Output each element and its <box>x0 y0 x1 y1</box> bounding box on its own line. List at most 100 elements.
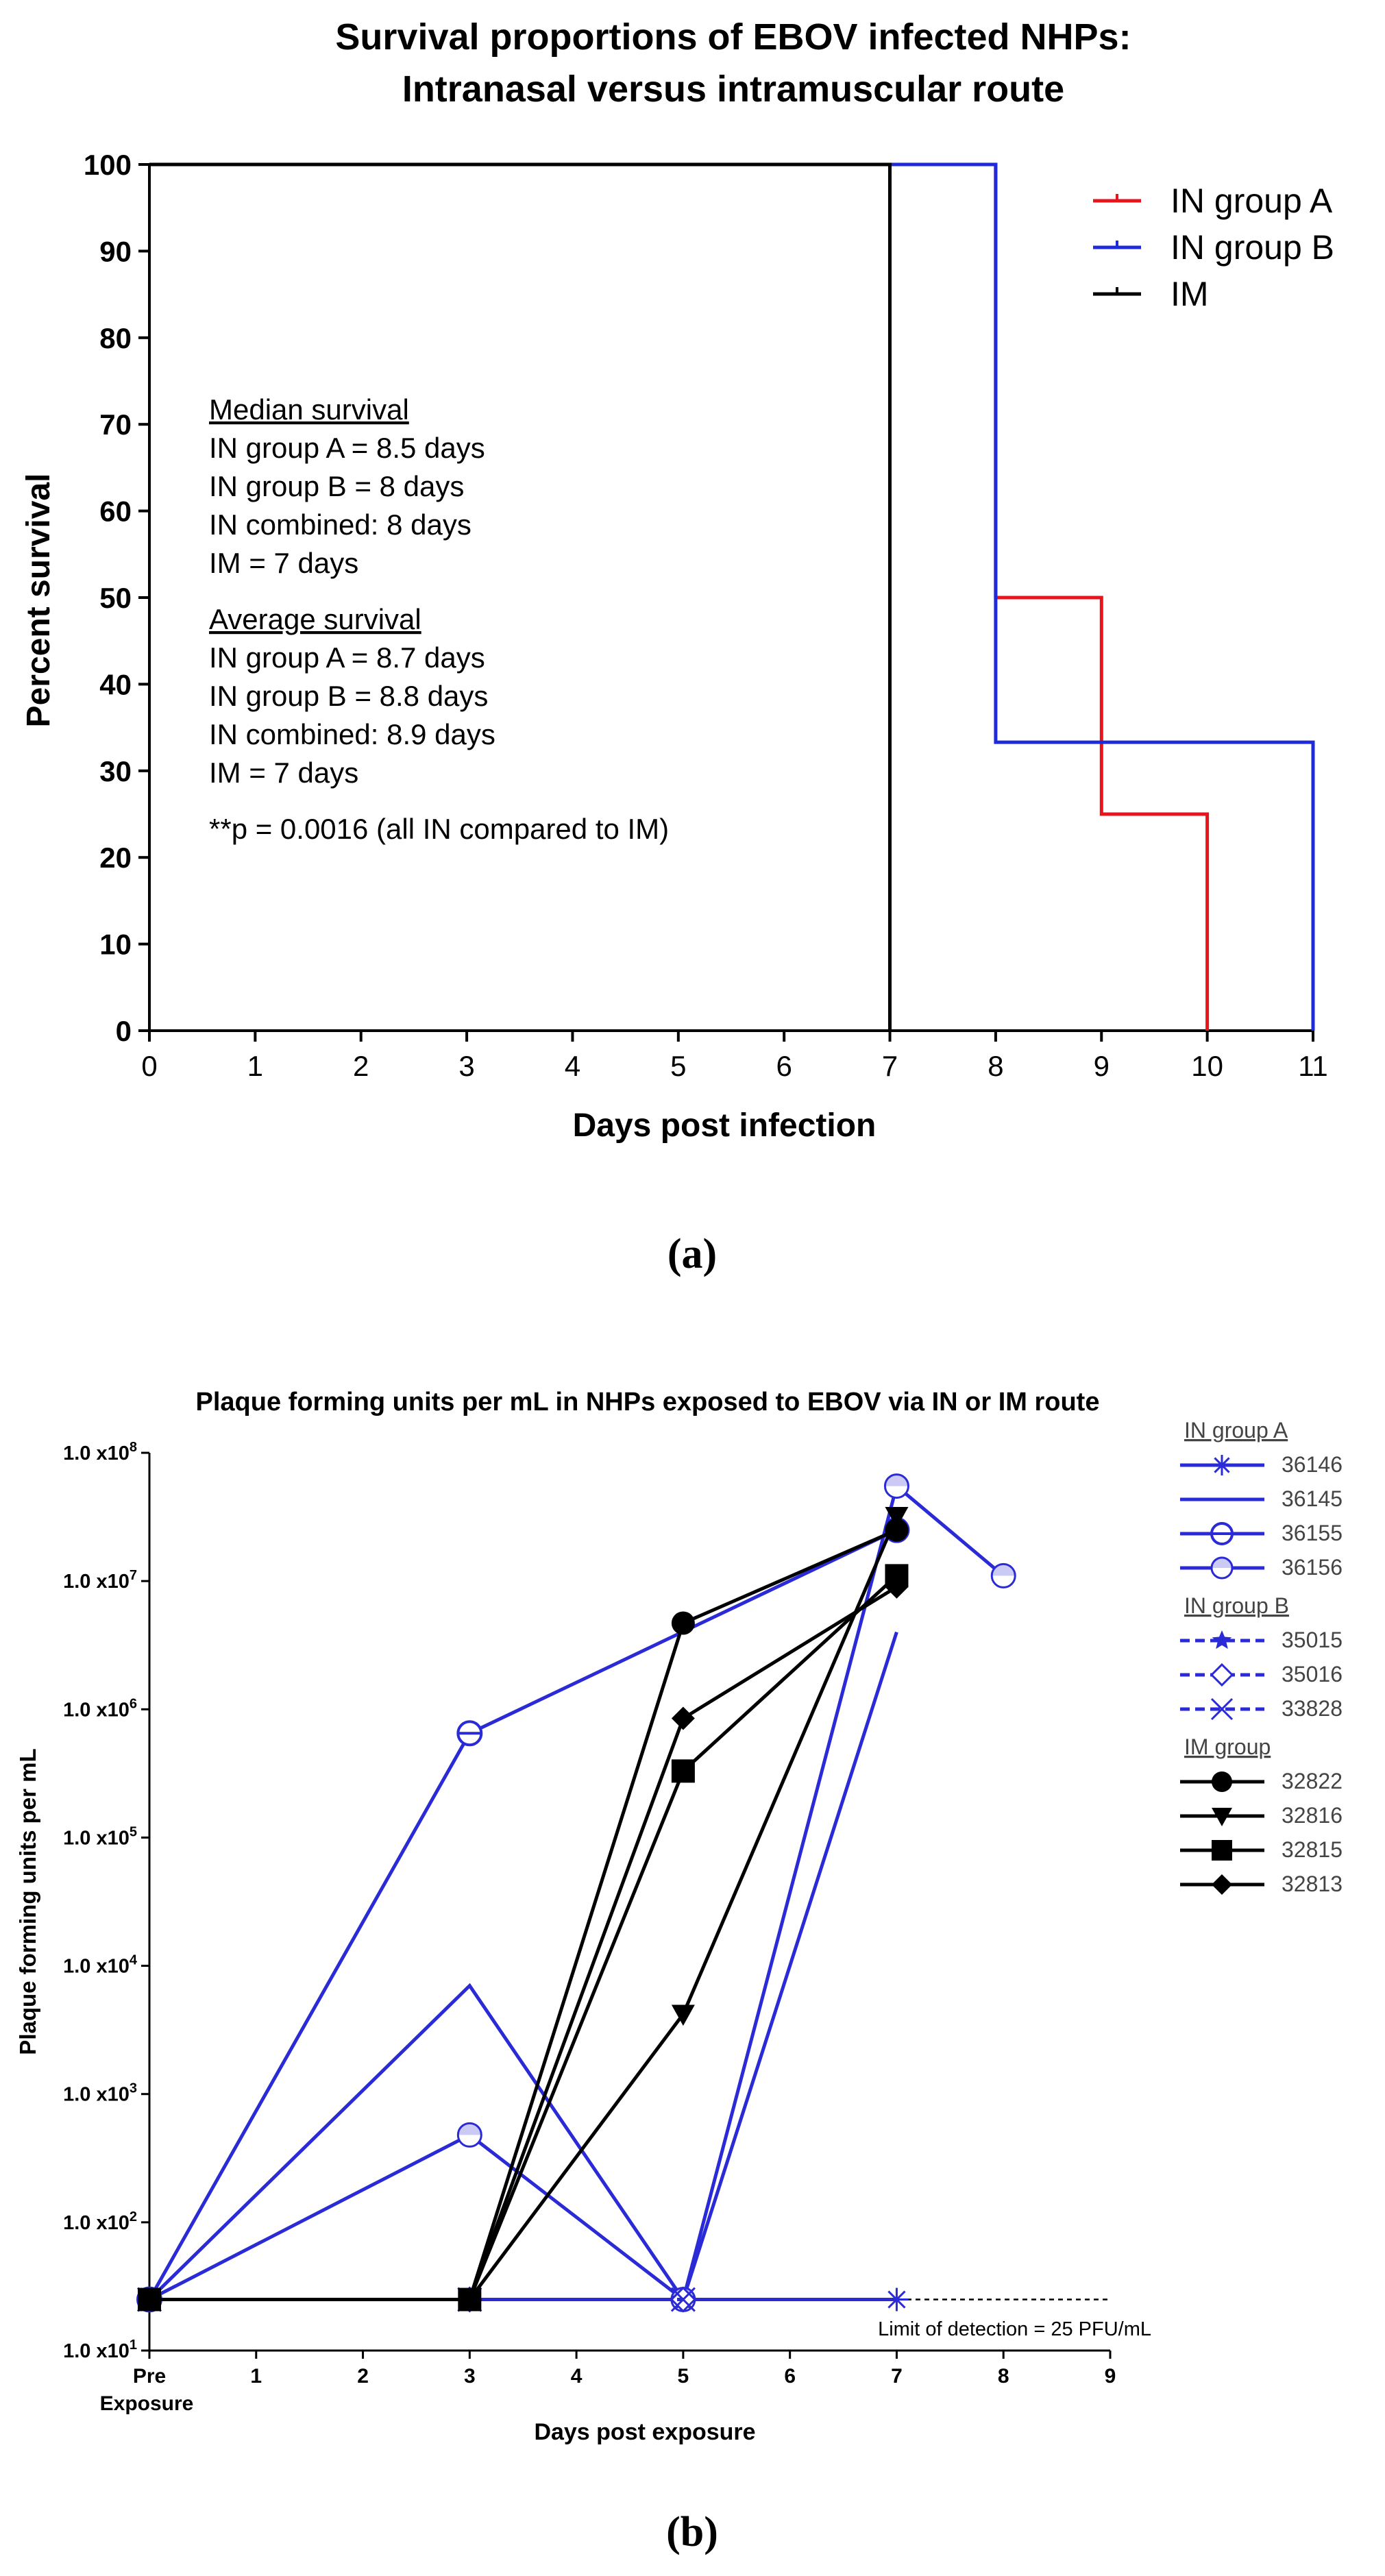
legend-label: IN group B <box>1170 228 1334 267</box>
legend-label: IM <box>1170 275 1209 313</box>
chart-a-y-tick-label: 50 <box>99 582 132 614</box>
chart-a-x-tick-label: 1 <box>247 1050 263 1082</box>
chart-a-xlabel: Days post infection <box>573 1107 877 1144</box>
series-32816 <box>138 1507 909 2311</box>
series-line-36156 <box>148 1483 1005 2303</box>
chart-b-y-tick-label: 1.0 x107 <box>63 1568 137 1593</box>
chart-b-x-tick-label: 7 <box>891 2365 903 2388</box>
chart-a-x-tick-label: 0 <box>141 1050 157 1082</box>
chart-a-title-line2: Intranasal versus intramuscular route <box>402 69 1064 110</box>
chart-a-y-tick-label: 20 <box>99 842 132 874</box>
chart-b-x-tick-label: 5 <box>678 2365 689 2388</box>
chart-a-y-tick-label: 100 <box>84 149 132 181</box>
legend-label-32816: 32816 <box>1282 1803 1343 1828</box>
chart-a-ylabel: Percent survival <box>21 474 57 728</box>
legend-label-33828: 33828 <box>1282 1696 1343 1721</box>
survival-annotation: IN combined: 8.9 days <box>209 718 495 750</box>
series-36145 <box>148 1631 898 2304</box>
legend-label-36146: 36146 <box>1282 1452 1343 1477</box>
survival-annotation: Median survival <box>209 393 409 426</box>
chart-b-x-tick-label: 3 <box>464 2365 476 2388</box>
chart-b-x-tick-label: 8 <box>998 2365 1009 2388</box>
survival-annotation: IN group B = 8 days <box>209 470 464 502</box>
chart-a-x-tick-label: 9 <box>1094 1050 1110 1082</box>
chart-a-y-tick-label: 0 <box>116 1015 132 1047</box>
legend-group-title: IN group B <box>1184 1593 1289 1618</box>
legend-group-title: IM group <box>1184 1734 1271 1759</box>
survival-line-in-group-a <box>149 162 1210 1031</box>
survival-annotation: IN group A = 8.7 days <box>209 641 485 674</box>
legend-label-32822: 32822 <box>1282 1769 1343 1793</box>
chart-b-y-tick-label: 1.0 x102 <box>63 2209 137 2234</box>
chart-a-series <box>149 162 1315 1031</box>
chart-b-xlabel: Days post exposure <box>534 2419 755 2445</box>
chart-a-title-line1: Survival proportions of EBOV infected NH… <box>335 16 1131 58</box>
legend-marker-32816 <box>1212 1808 1232 1826</box>
chart-a-axes: 0 10 20 30 40 50 60 70 80 90 100 0 1 2 3 4 5 6 7 8 9 10 11 <box>84 149 1328 1082</box>
chart-b-y-tick-label: 1.0 x108 <box>63 1440 137 1464</box>
legend-label-36156: 36156 <box>1282 1555 1343 1580</box>
legend-label: IN group A <box>1170 182 1333 220</box>
legend-label-32813: 32813 <box>1282 1872 1343 1896</box>
data-point-36156 <box>456 2122 482 2148</box>
chart-b-y-tick-label: 1.0 x103 <box>63 2081 137 2106</box>
survival-annotation: IN group B = 8.8 days <box>209 680 488 712</box>
chart-b-axes: 1.0 x101 1.0 x102 1.0 x103 1.0 x104 1.0 x105… <box>63 1440 1151 2415</box>
chart-a-y-tick-label: 80 <box>99 322 132 354</box>
data-point-36156 <box>883 1473 909 1499</box>
chart-a-x-tick-label: 8 <box>988 1050 1003 1082</box>
data-point-32813 <box>885 1575 909 1599</box>
data-point-36146 <box>887 2290 906 2309</box>
chart-b-y-tick-label: 1.0 x104 <box>63 1953 138 1978</box>
chart-a-x-tick-label: 10 <box>1191 1050 1223 1082</box>
series-36155 <box>136 1517 910 2313</box>
data-point-32822 <box>885 1518 909 1542</box>
survival-annotation: IM = 7 days <box>209 547 358 579</box>
legend-marker-33828 <box>1210 1697 1234 1721</box>
legend-marker-36146 <box>1214 1457 1230 1473</box>
survival-line-im <box>149 162 892 1031</box>
data-point-36156 <box>990 1562 1016 1588</box>
series-32822 <box>138 1518 909 2311</box>
chart-b-x-tick-label: 1 <box>250 2365 262 2388</box>
chart-a-x-tick-label: 11 <box>1298 1050 1328 1082</box>
legend-label-36155: 36155 <box>1282 1521 1343 1545</box>
chart-a-x-tick-label: 2 <box>353 1050 369 1082</box>
chart-a-x-tick-label: 4 <box>565 1050 580 1082</box>
panel-b-label: (b) <box>666 2509 718 2555</box>
chart-b-title: Plaque forming units per mL in NHPs expo… <box>196 1388 1100 1416</box>
survival-annotation: IM = 7 days <box>209 757 358 789</box>
legend-marker-35015 <box>1212 1630 1232 1649</box>
legend-marker-36156 <box>1212 1558 1232 1568</box>
data-point-36156 <box>458 2123 482 2135</box>
chart-a-y-tick-label: 90 <box>99 235 132 267</box>
chart-b-x-tick-label: Exposure <box>100 2392 194 2415</box>
data-point-32813 <box>671 1706 695 1730</box>
legend-label-36145: 36145 <box>1282 1486 1343 1511</box>
legend-marker-35016 <box>1210 1663 1234 1687</box>
series-32813 <box>138 1575 909 2311</box>
series-line-36145 <box>148 1631 898 2304</box>
chart-b-x-tick-label: Pre <box>133 2365 166 2388</box>
survival-annotation: **p = 0.0016 (all IN compared to IM) <box>209 813 669 845</box>
legend-marker-32815 <box>1212 1840 1232 1861</box>
limit-of-detection-label: Limit of detection = 25 PFU/mL <box>878 2318 1151 2340</box>
chart-a-annotations: Median survival IN group A = 8.5 days IN g… <box>209 393 669 845</box>
survival-chart: Survival proportions of EBOV infected NH… <box>21 16 1334 1144</box>
chart-a-x-tick-label: 6 <box>776 1050 792 1082</box>
data-point-32816 <box>885 1507 909 1528</box>
chart-a-y-tick-label: 40 <box>99 668 132 700</box>
legend-label-35015: 35015 <box>1282 1628 1343 1652</box>
chart-a-y-tick-label: 70 <box>99 408 132 441</box>
chart-b-x-tick-label: 9 <box>1105 2365 1116 2388</box>
data-point-36156 <box>992 1564 1016 1576</box>
chart-b-series <box>136 1473 1016 2313</box>
data-point-32815 <box>671 1759 695 1783</box>
chart-b-x-tick-label: 6 <box>784 2365 796 2388</box>
data-point-32813 <box>138 2287 161 2311</box>
survival-annotation: IN combined: 8 days <box>209 508 471 541</box>
data-point-33828 <box>670 2287 696 2312</box>
data-point-32813 <box>458 2287 482 2311</box>
data-point-32816 <box>671 2004 695 2026</box>
data-point-36156 <box>885 1474 909 1486</box>
